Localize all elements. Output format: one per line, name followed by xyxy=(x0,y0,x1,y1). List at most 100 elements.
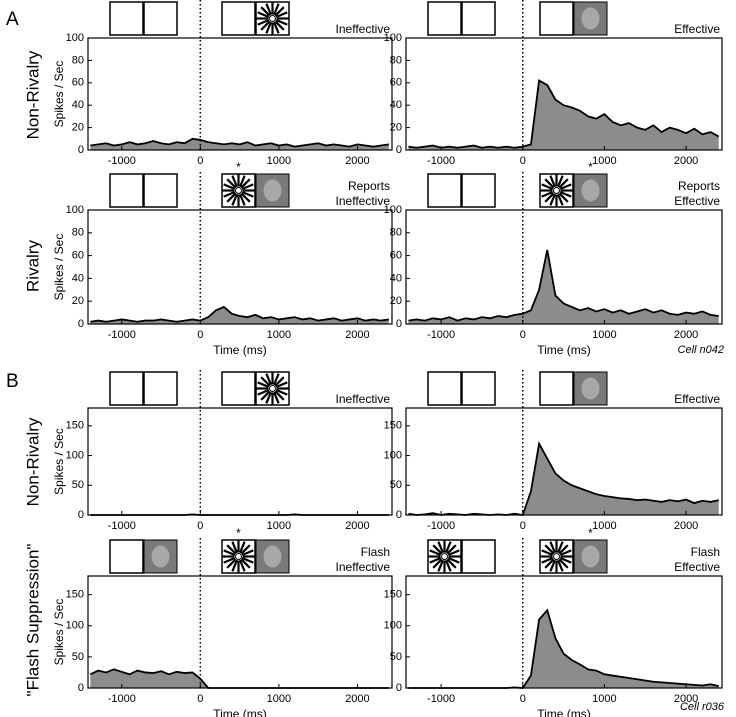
icon-ray xyxy=(231,193,238,206)
icon-ray xyxy=(541,183,554,190)
x-tick-label: 1000 xyxy=(592,520,616,532)
icon-ray xyxy=(257,381,270,388)
icon-ray xyxy=(240,192,251,203)
icon-frame xyxy=(109,371,144,406)
y-tick-label: 150 xyxy=(66,420,84,432)
plot-frame xyxy=(87,575,393,689)
stimulus-icon xyxy=(427,539,462,574)
stimulus-icon xyxy=(461,371,496,406)
x-axis-label: Time (ms) xyxy=(537,707,591,717)
row-label: "Flash Suppression" xyxy=(23,544,42,697)
icon-ray xyxy=(240,558,251,569)
panel-title: Effective xyxy=(674,194,720,208)
row-label: Non-Rivalry xyxy=(23,417,42,506)
x-tick-label: 0 xyxy=(520,155,526,167)
icon-frame xyxy=(539,1,574,36)
y-tick-label: 80 xyxy=(390,54,402,66)
icon-ray xyxy=(241,549,254,556)
stimulus-icon xyxy=(573,173,608,208)
psth-line xyxy=(408,249,719,322)
icon-frame xyxy=(221,1,256,36)
panel-title: Ineffective xyxy=(336,560,391,574)
y-tick-label: 60 xyxy=(72,250,84,262)
y-tick-label: 40 xyxy=(72,99,84,111)
icon-frame xyxy=(427,371,462,406)
x-tick-label: -1000 xyxy=(108,155,136,167)
icon-frame xyxy=(461,173,496,208)
stimulus-icon xyxy=(143,539,178,574)
plot-frame xyxy=(405,209,723,325)
x-tick-label: 2000 xyxy=(674,693,698,705)
icon-ray xyxy=(239,559,246,572)
stimulus-icon xyxy=(427,371,462,406)
x-tick-label: 1000 xyxy=(267,155,291,167)
icon-ray xyxy=(260,6,271,17)
icon-ray xyxy=(274,20,285,31)
icon-face-detail xyxy=(581,377,600,400)
icon-frame xyxy=(461,539,496,574)
x-tick-label: 0 xyxy=(520,329,526,341)
icon-ray xyxy=(231,541,238,554)
icon-ray xyxy=(557,193,564,206)
icon-ray xyxy=(437,559,444,572)
icon-ray xyxy=(541,557,554,564)
icon-ray xyxy=(273,3,280,16)
icon-center xyxy=(553,187,560,194)
icon-ray xyxy=(445,541,452,554)
icon-ray xyxy=(437,541,444,554)
y-axis-label: Spikes / Sec xyxy=(52,61,66,128)
y-tick-label: 50 xyxy=(390,651,402,663)
y-tick-label: 40 xyxy=(72,272,84,284)
icon-center xyxy=(235,553,242,560)
y-tick-label: 100 xyxy=(66,449,84,461)
icon-ray xyxy=(432,544,443,555)
icon-ray xyxy=(446,558,457,569)
icon-center xyxy=(269,15,276,22)
y-tick-label: 0 xyxy=(396,509,402,521)
icon-ray xyxy=(549,193,556,206)
stimulus-icon xyxy=(427,173,462,208)
y-axis-label: Spikes / Sec xyxy=(52,428,66,495)
icon-ray xyxy=(557,175,564,188)
stimulus-icon xyxy=(109,371,144,406)
y-tick-label: 0 xyxy=(396,144,402,156)
icon-ray xyxy=(541,191,554,198)
icon-ray xyxy=(265,373,272,386)
icon-face-detail xyxy=(263,545,282,568)
y-tick-label: 0 xyxy=(396,682,402,694)
icon-ray xyxy=(544,558,555,569)
icon-ray xyxy=(275,11,288,18)
icon-ray xyxy=(223,557,236,564)
y-tick-label: 0 xyxy=(78,509,84,521)
x-tick-label: 0 xyxy=(520,693,526,705)
icon-frame xyxy=(427,1,462,36)
icon-star: * xyxy=(588,160,593,174)
icon-ray xyxy=(429,549,442,556)
icon-ray xyxy=(559,549,572,556)
icon-ray xyxy=(558,178,569,189)
x-tick-label: 0 xyxy=(197,155,203,167)
icon-ray xyxy=(223,183,236,190)
y-tick-label: 20 xyxy=(72,295,84,307)
y-axis-label: Spikes / Sec xyxy=(52,599,66,666)
y-tick-label: 100 xyxy=(384,620,402,632)
icon-center xyxy=(269,385,276,392)
icon-ray xyxy=(275,389,288,396)
icon-ray xyxy=(223,191,236,198)
icon-ray xyxy=(273,391,280,404)
x-tick-label: 1000 xyxy=(267,520,291,532)
panel-title: Effective xyxy=(674,22,720,36)
plot-frame xyxy=(405,407,723,516)
icon-ray xyxy=(274,376,285,387)
stimulus-icon xyxy=(109,1,144,36)
x-tick-label: 0 xyxy=(197,693,203,705)
psth-area xyxy=(90,669,389,688)
icon-ray xyxy=(257,389,270,396)
psth-area xyxy=(408,80,719,150)
y-tick-label: 20 xyxy=(390,122,402,134)
icon-face-detail xyxy=(581,179,600,202)
icon-ray xyxy=(241,191,254,198)
icon-frame xyxy=(109,173,144,208)
icon-ray xyxy=(239,175,246,188)
